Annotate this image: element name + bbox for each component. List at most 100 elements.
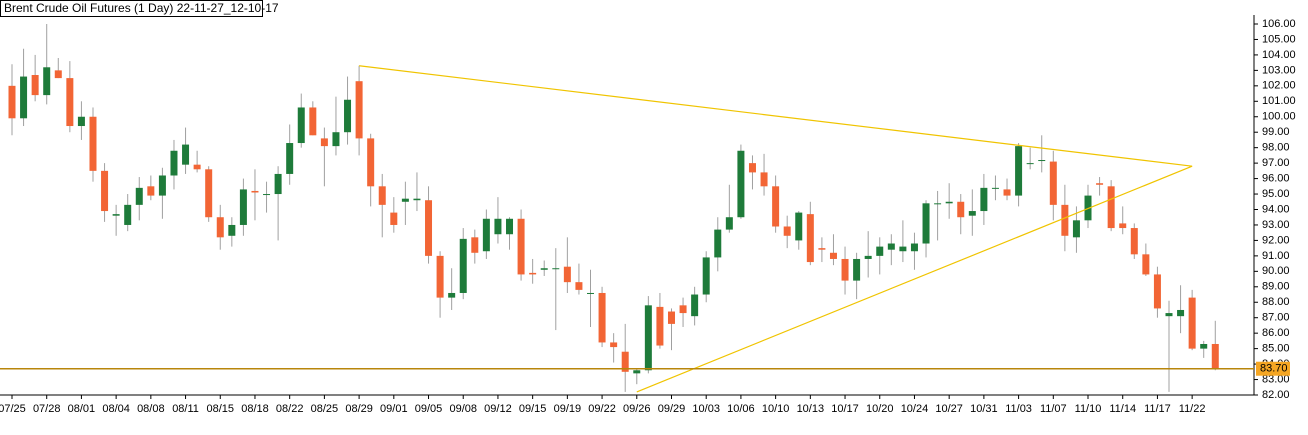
candle-body [413,198,421,201]
candle-body [517,218,525,275]
candle-body [355,81,363,139]
x-tick-label: 09/15 [519,403,547,415]
candle-body [1165,313,1173,317]
candle-body [644,305,652,371]
x-tick-label: 09/05 [415,403,443,415]
x-tick-label: 10/17 [831,403,859,415]
candle-body [841,258,849,281]
candle-body [737,150,745,218]
y-tick-label: 82.00 [1262,389,1290,401]
x-tick-label: 08/18 [241,403,269,415]
candle-body [1188,297,1196,349]
candle-body [1038,160,1046,162]
candle-body [1119,223,1127,229]
x-tick-label: 10/24 [901,403,929,415]
candle-body [876,246,884,256]
candle-body [170,150,178,176]
candle-body [494,218,502,235]
candle-body [20,76,28,119]
y-tick-label: 83.00 [1262,373,1290,385]
candle-body [401,198,409,202]
candle-body [1096,183,1104,185]
candle-body [1211,343,1219,369]
candle-body [286,143,294,174]
candle-body [436,255,444,298]
x-tick-label: 07/28 [33,403,61,415]
x-tick-label: 11/07 [1040,403,1067,415]
x-tick-label: 08/25 [311,403,339,415]
candle-body [691,294,699,317]
candle-body [378,186,386,205]
y-tick-label: 99.00 [1262,126,1290,138]
candle-body [89,116,97,171]
candle-body [922,203,930,244]
candle-body [540,268,548,270]
candle-body [1026,163,1034,165]
candle-body [853,258,861,281]
candle-body [679,305,687,314]
candle-body [1015,146,1023,196]
candle-body [1072,220,1080,238]
candle-body [1049,161,1057,205]
candle-body [1107,186,1115,229]
y-tick-label: 88.00 [1262,296,1290,308]
candle-body [783,226,791,236]
x-tick-label: 11/17 [1144,403,1171,415]
candle-body [818,248,826,250]
last-price-box [1256,361,1290,376]
candle-body [77,116,85,127]
y-tick-label: 96.00 [1262,172,1290,184]
candle-body [887,243,895,250]
candle-body [772,186,780,227]
candle-body [934,203,942,205]
x-tick-label: 08/29 [345,403,373,415]
y-tick-label: 90.00 [1262,265,1290,277]
candle-body [320,138,328,147]
trendline [359,65,1193,167]
candle-body [725,217,733,230]
x-tick-label: 11/03 [1005,403,1032,415]
y-tick-label: 86.00 [1262,327,1290,339]
candle-body [1130,228,1138,255]
candle-body [506,218,514,235]
title-box [0,0,263,17]
candle-body [101,170,109,212]
candle-body [8,85,16,119]
candle-body [309,107,317,136]
candle-body [425,200,433,256]
x-tick-label: 08/22 [276,403,304,415]
candle-body [182,144,190,165]
candle-body [1003,189,1011,196]
candle-body [910,243,918,252]
x-tick-label: 09/01 [380,403,408,415]
trendline [636,165,1193,393]
y-tick-label: 85.00 [1262,343,1290,355]
y-tick-label: 91.00 [1262,250,1290,262]
candle-body [332,132,340,147]
x-tick-label: 09/08 [449,403,477,415]
candle-body [66,78,74,127]
y-tick-label: 87.00 [1262,312,1290,324]
candle-body [760,172,768,187]
x-tick-label: 07/25 [0,403,26,415]
candle-body [621,351,629,372]
candle-body [1153,274,1161,309]
y-tick-label: 95.00 [1262,188,1290,200]
candle-body [482,218,490,252]
candle-body [991,187,999,189]
candle-body [957,201,965,218]
x-tick-label: 09/26 [623,403,651,415]
y-tick-label: 103.00 [1262,64,1296,76]
last-price-label: 83.70 [1260,363,1288,375]
x-tick-label: 11/10 [1075,403,1102,415]
candle-body [251,190,259,193]
x-tick-label: 08/04 [102,403,130,415]
candle-body [575,282,583,290]
candle-body [297,107,305,144]
candle-body [135,187,143,205]
candle-body [228,224,236,236]
x-tick-label: 09/12 [484,403,512,415]
y-tick-label: 94.00 [1262,203,1290,215]
x-tick-label: 11/14 [1109,403,1136,415]
